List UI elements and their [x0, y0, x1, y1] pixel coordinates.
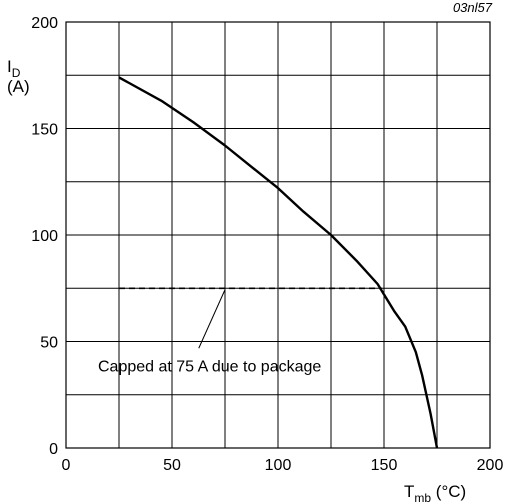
- annotation-leader-line: [198, 290, 226, 349]
- x-tick-label: 200: [477, 457, 504, 474]
- x-tick-label: 50: [163, 457, 181, 474]
- grid: [65, 21, 491, 449]
- x-tick-labels: 0 50 100 150 200: [62, 457, 504, 474]
- y-tick-label: 0: [49, 441, 58, 458]
- y-tick-label: 50: [40, 335, 58, 352]
- x-tick-label: 100: [265, 457, 292, 474]
- y-tick-label: 100: [31, 228, 58, 245]
- y-tick-label: 200: [31, 15, 58, 32]
- series-line-solid: [118, 76, 439, 449]
- x-tick-label: 150: [371, 457, 398, 474]
- x-tick-label: 0: [62, 457, 71, 474]
- y-axis-unit: (A): [7, 77, 30, 96]
- series-group: [118, 76, 439, 449]
- plot-frame: [65, 21, 491, 449]
- y-tick-labels: 0 50 100 150 200: [31, 15, 58, 458]
- annotation-text: Capped at 75 A due to package: [98, 358, 321, 375]
- y-tick-label: 150: [31, 122, 58, 139]
- figure-id: 03nl57: [453, 0, 493, 15]
- y-axis-label: ID: [7, 57, 21, 80]
- x-axis-label: Tmb (°C): [404, 482, 466, 504]
